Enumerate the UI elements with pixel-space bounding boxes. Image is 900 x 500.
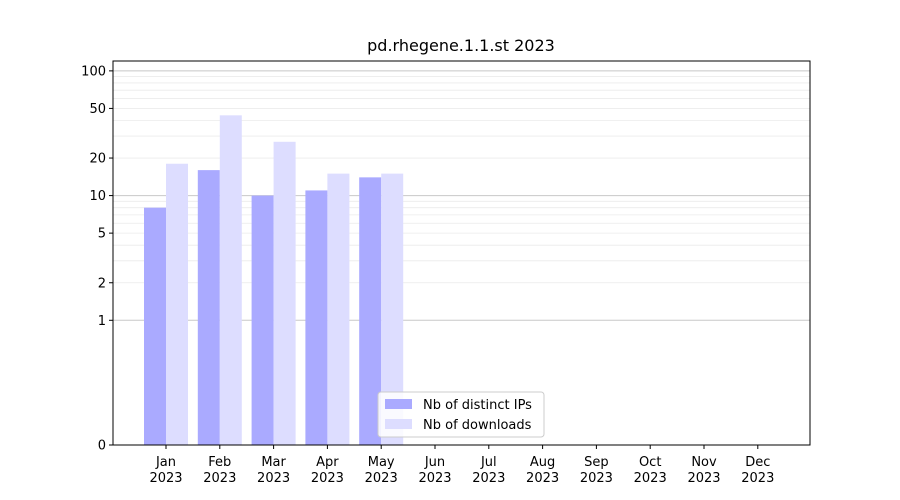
x-tick-label-month: Jul (480, 455, 497, 470)
x-tick-label-year: 2023 (257, 471, 290, 486)
x-tick-label-month: Dec (745, 455, 770, 470)
x-tick-label-month: Mar (261, 455, 286, 470)
legend: Nb of distinct IPs Nb of downloads (377, 391, 545, 438)
bar-downloads (381, 173, 404, 445)
bar-distinct-ips (197, 170, 220, 445)
legend-label: Nb of distinct IPs (423, 398, 532, 413)
x-tick-label-month: Nov (691, 455, 717, 470)
x-tick-label-month: Aug (530, 455, 555, 470)
x-tick-label-month: Sep (584, 455, 609, 470)
bar-distinct-ips (359, 177, 382, 445)
x-tick-label-month: Jan (155, 455, 176, 470)
y-tick-label: 0 (98, 439, 106, 454)
bar-distinct-ips (305, 190, 328, 445)
bar-downloads (327, 173, 350, 445)
x-tick-label-year: 2023 (526, 471, 559, 486)
bar-downloads (166, 163, 188, 445)
chart-title: pd.rhegene.1.1.st 2023 (367, 36, 555, 55)
legend-swatch (385, 419, 412, 429)
x-tick-label-year: 2023 (687, 471, 720, 486)
y-tick-label: 1 (98, 314, 106, 329)
y-tick-label: 10 (89, 189, 106, 204)
x-tick-label-month: May (368, 455, 395, 470)
x-tick-label-year: 2023 (365, 471, 398, 486)
bar-distinct-ips (251, 195, 274, 445)
y-tick-label: 20 (89, 152, 106, 167)
x-tick-label-month: Oct (639, 455, 661, 470)
legend-swatch (385, 399, 412, 409)
bar-distinct-ips (144, 207, 166, 445)
x-tick-label-year: 2023 (741, 471, 774, 486)
y-tick-label: 50 (89, 102, 106, 117)
legend-label: Nb of downloads (423, 418, 532, 433)
x-tick-label-year: 2023 (149, 471, 182, 486)
x-tick-label-year: 2023 (634, 471, 667, 486)
y-tick-label: 5 (98, 227, 106, 242)
x-tick-label-month: Feb (208, 455, 231, 470)
y-tick-label: 100 (81, 64, 106, 79)
x-tick-label-year: 2023 (580, 471, 613, 486)
x-tick-label-year: 2023 (472, 471, 505, 486)
y-tick-label: 2 (98, 276, 106, 291)
axes: 0125102050100Jan2023Feb2023Mar2023Apr202… (81, 60, 811, 486)
x-tick-label-month: Apr (316, 455, 339, 470)
legend-box (377, 391, 545, 438)
x-tick-label-month: Jun (424, 455, 445, 470)
bars (144, 115, 404, 445)
plot-frame (112, 60, 811, 446)
x-tick-label-year: 2023 (203, 471, 236, 486)
x-tick-label-year: 2023 (418, 471, 451, 486)
x-tick-label-year: 2023 (311, 471, 344, 486)
bar-downloads (219, 115, 242, 445)
bar-downloads (273, 141, 296, 445)
